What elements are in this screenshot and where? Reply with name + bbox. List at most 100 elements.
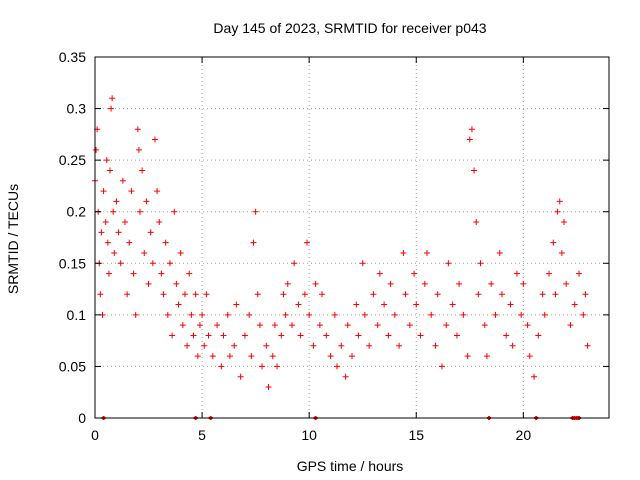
data-point [310,342,317,349]
data-point [93,146,100,153]
data-point [132,311,139,318]
data-point [135,146,142,153]
data-point [481,322,488,329]
data-point [507,301,514,308]
data-point [561,219,568,226]
data-point [471,167,478,174]
data-point [124,291,131,298]
data-point [271,322,278,329]
data-point [265,384,272,391]
data-point [151,136,158,143]
data-point [263,342,270,349]
data-point [434,291,441,298]
x-tick-label: 5 [198,427,206,443]
data-point [237,373,244,380]
data-point [205,332,212,339]
data-point [466,136,473,143]
data-point [218,363,225,370]
data-point [391,311,398,318]
data-point [291,260,298,267]
data-point [580,311,587,318]
y-tick-label: 0.05 [59,358,86,374]
data-point [503,332,510,339]
data-point [100,188,107,195]
data-point [319,291,326,298]
data-point [556,198,563,205]
data-point [432,342,439,349]
data-point [128,188,135,195]
data-point [274,363,281,370]
data-point [154,188,161,195]
data-point [524,322,531,329]
data-point [456,280,463,287]
data-point [241,332,248,339]
data-point [256,322,263,329]
data-point [110,208,117,215]
data-point [199,311,206,318]
data-point [483,353,490,360]
data-point [136,208,143,215]
data-point [327,353,334,360]
chart-title: Day 145 of 2023, SRMTID for receiver p04… [213,20,486,36]
data-point [102,219,109,226]
data-point [104,239,111,246]
data-point [531,373,538,380]
data-point [246,311,253,318]
data-point [147,229,154,236]
data-point [209,353,216,360]
data-point [411,270,418,277]
data-point [366,342,373,349]
data-point [282,311,289,318]
data-point [259,363,266,370]
data-point [119,177,126,184]
data-point [464,353,471,360]
data-point [355,332,362,339]
data-point [115,229,122,236]
data-point [417,332,424,339]
data-point [498,291,505,298]
data-point [370,291,377,298]
data-point [396,342,403,349]
data-point [177,249,184,256]
data-point [158,270,165,277]
data-point [526,353,533,360]
data-point [169,332,176,339]
data-point [196,322,203,329]
data-point [550,239,557,246]
data-point [181,291,188,298]
data-point [201,342,208,349]
data-point [252,208,259,215]
data-point [224,311,231,318]
data-point [113,198,120,205]
data-point [164,311,171,318]
data-point [108,105,115,112]
data-point [509,342,516,349]
data-point [278,332,285,339]
y-axis-label: SRMTID / TECUs [5,184,21,294]
data-point [554,208,561,215]
data-point [445,260,452,267]
data-point [453,332,460,339]
data-point [552,291,559,298]
data-point [449,301,456,308]
data-point [145,280,152,287]
data-point [567,322,574,329]
data-point [460,311,467,318]
data-point [149,260,156,267]
data-point [126,239,133,246]
data-point [338,342,345,349]
data-point [316,322,323,329]
data-point [141,249,148,256]
data-point [304,239,311,246]
data-point [188,311,195,318]
data-point [97,291,104,298]
data-point [475,291,482,298]
data-point [541,311,548,318]
data-point [297,332,304,339]
data-point [342,373,349,380]
data-point [248,353,255,360]
data-point [301,291,308,298]
data-point [184,342,191,349]
data-point [423,249,430,256]
data-point [156,219,163,226]
